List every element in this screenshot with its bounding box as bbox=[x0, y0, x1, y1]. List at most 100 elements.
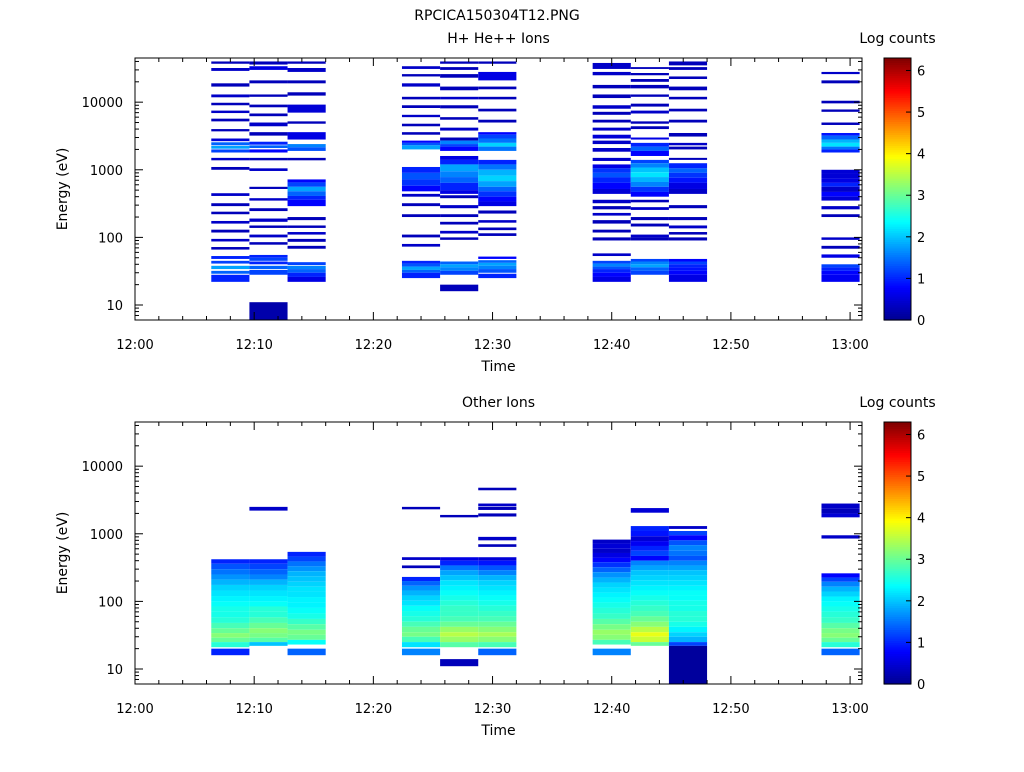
spectrogram-cell bbox=[440, 237, 479, 240]
colorbar-segment bbox=[884, 662, 911, 665]
spectrogram-cell bbox=[630, 526, 669, 531]
spectrogram-cell bbox=[821, 109, 860, 112]
colorbar-segment bbox=[884, 653, 911, 657]
colorbar-segment bbox=[884, 518, 911, 521]
colorbar-tick-label: 2 bbox=[917, 231, 925, 246]
spectrogram-cell bbox=[668, 605, 708, 612]
spectrogram-cell bbox=[592, 587, 631, 593]
spectrogram-cell bbox=[821, 186, 860, 192]
colorbar-segment bbox=[884, 189, 911, 192]
spectrogram-cell bbox=[668, 177, 708, 183]
spectrogram-cell bbox=[668, 132, 708, 137]
colorbar-segment bbox=[884, 180, 911, 184]
spectrogram-cell bbox=[821, 611, 860, 618]
spectrogram-cell bbox=[821, 270, 860, 275]
colorbar-segment bbox=[884, 278, 911, 282]
spectrogram-cell bbox=[211, 622, 250, 629]
spectrogram-cell bbox=[478, 560, 517, 566]
spectrogram-cell bbox=[249, 208, 288, 212]
spectrogram-cell bbox=[287, 144, 326, 148]
spectrogram-cell bbox=[287, 556, 326, 562]
spectrogram-cell bbox=[668, 67, 708, 70]
spectrogram-cell bbox=[249, 113, 288, 117]
spectrogram-cell bbox=[249, 506, 288, 511]
spectrogram-cell bbox=[668, 555, 708, 561]
spectrogram-cell bbox=[211, 149, 250, 153]
colorbar-segment bbox=[884, 472, 911, 475]
colorbar-label: Log counts bbox=[859, 31, 935, 47]
panel-title: Other Ions bbox=[462, 395, 535, 411]
colorbar-segment bbox=[884, 555, 911, 558]
spectrogram-cell bbox=[592, 199, 631, 204]
spectrogram-cell bbox=[249, 302, 288, 320]
spectrogram-cell bbox=[249, 622, 288, 629]
spectrogram-cell bbox=[592, 182, 631, 189]
spectrogram-cell bbox=[287, 551, 326, 557]
spectrogram-cell bbox=[592, 562, 631, 568]
spectrogram-cell bbox=[630, 636, 669, 643]
x-tick-label: 13:00 bbox=[831, 702, 868, 717]
spectrogram-cell bbox=[630, 560, 669, 566]
spectrogram-cell bbox=[287, 613, 326, 619]
spectrogram-cell bbox=[478, 487, 517, 491]
spectrogram-cell bbox=[249, 579, 288, 585]
colorbar-segment bbox=[884, 149, 911, 153]
colorbar-segment bbox=[884, 116, 911, 120]
colorbar-segment bbox=[884, 243, 911, 247]
spectrogram-cell bbox=[478, 557, 517, 561]
spectrogram-cell bbox=[478, 544, 517, 547]
spectrogram-cell bbox=[249, 574, 288, 580]
spectrogram-cell bbox=[401, 642, 441, 648]
colorbar-segment bbox=[884, 563, 911, 567]
spectrogram-cell bbox=[440, 626, 479, 633]
spectrogram-cell bbox=[478, 164, 517, 170]
spectrogram-cell bbox=[440, 61, 479, 64]
page-title: RPCICA150304T12.PNG bbox=[414, 8, 579, 24]
spectrogram-cell bbox=[401, 105, 441, 108]
spectrogram-cell bbox=[630, 575, 669, 581]
colorbar-segment bbox=[884, 182, 911, 186]
colorbar-tick-label: 0 bbox=[917, 678, 925, 693]
spectrogram-cell bbox=[211, 193, 250, 196]
spectrogram-cell bbox=[440, 221, 479, 225]
colorbar-segment bbox=[884, 197, 911, 201]
colorbar-segment bbox=[884, 237, 911, 240]
spectrogram-cell bbox=[478, 632, 517, 637]
colorbar-segment bbox=[884, 77, 911, 81]
colorbar-segment bbox=[884, 485, 911, 489]
spectrogram-cell bbox=[249, 61, 288, 65]
spectrogram-cell bbox=[592, 276, 631, 282]
spectrogram-cell bbox=[211, 584, 250, 591]
colorbar-segment bbox=[884, 199, 911, 203]
spectrogram-cell bbox=[401, 123, 441, 127]
spectrogram-cell bbox=[440, 105, 479, 109]
spectrogram-cell bbox=[440, 159, 479, 165]
spectrogram-cell bbox=[668, 96, 708, 100]
spectrogram-cell bbox=[668, 237, 708, 241]
spectrogram-cell bbox=[478, 506, 517, 510]
x-tick-label: 12:10 bbox=[235, 702, 272, 717]
spectrogram-cell bbox=[211, 83, 250, 87]
colorbar-segment bbox=[884, 502, 911, 506]
colorbar-segment bbox=[884, 640, 911, 644]
colorbar-segment bbox=[884, 428, 911, 432]
spectrogram-cell bbox=[440, 600, 479, 606]
spectrogram-cell bbox=[440, 195, 479, 199]
spectrogram-cell bbox=[821, 196, 860, 201]
colorbar-segment bbox=[884, 223, 911, 227]
colorbar-segment bbox=[884, 446, 911, 449]
spectrogram-cell bbox=[668, 550, 708, 556]
spectrogram-cell bbox=[440, 605, 479, 612]
spectrogram-cell bbox=[821, 601, 860, 607]
colorbar-segment bbox=[884, 590, 911, 593]
spectrogram-cell bbox=[211, 229, 250, 233]
spectrogram-cell bbox=[668, 61, 708, 66]
spectrogram-cell bbox=[440, 86, 479, 91]
colorbar-segment bbox=[884, 276, 911, 280]
spectrogram-cell bbox=[287, 265, 326, 270]
spectrogram-cell bbox=[668, 142, 708, 146]
spectrogram-cell bbox=[249, 269, 288, 275]
colorbar-segment bbox=[884, 271, 911, 275]
colorbar-segment bbox=[884, 539, 911, 543]
spectrogram-cell bbox=[630, 536, 669, 542]
